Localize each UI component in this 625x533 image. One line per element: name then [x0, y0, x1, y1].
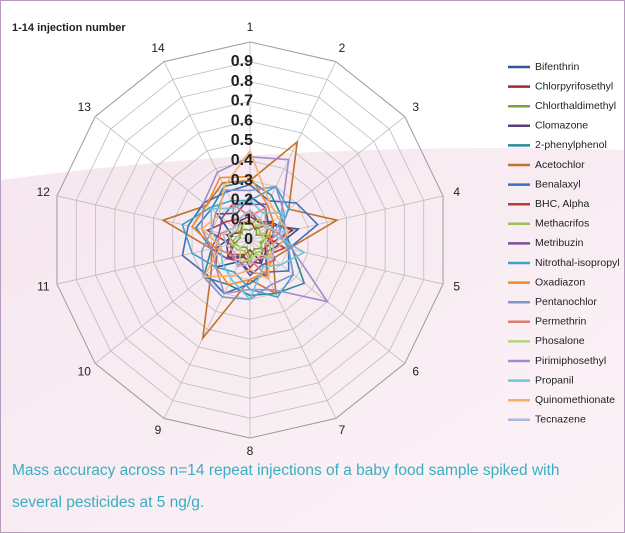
series-line [227, 219, 273, 263]
spoke [163, 61, 251, 241]
legend-label: Methacrifos [535, 218, 589, 230]
legend-label: Oxadiazon [535, 276, 585, 288]
legend-label: Chlorthaldimethyl [535, 100, 616, 112]
legend-label: Clomazone [535, 120, 588, 132]
r-tick-label: 0.9 [231, 53, 253, 70]
series-line [210, 203, 276, 277]
spoke [163, 239, 251, 419]
category-label: 5 [453, 279, 460, 293]
series-line [229, 217, 272, 264]
category-label: 12 [37, 185, 51, 199]
r-tick-label: 0.2 [231, 192, 253, 209]
caption-box: Mass accuracy across n=14 repeat injecti… [12, 462, 560, 511]
r-tick-label: 0.3 [231, 172, 253, 189]
r-tick-label: 0.4 [231, 152, 253, 169]
legend-label: Nitrothal-isopropyl [535, 257, 620, 269]
category-label: 13 [78, 100, 92, 114]
legend-label: Permethrin [535, 316, 587, 328]
spoke [249, 195, 444, 241]
legend-label: Acetochlor [535, 159, 585, 171]
spoke [94, 239, 251, 364]
category-label: 6 [412, 364, 419, 378]
spoke [249, 239, 337, 419]
category-label: 8 [247, 444, 254, 458]
series-line [191, 175, 275, 286]
r-tick-label: 0.5 [231, 132, 253, 149]
category-label: 14 [151, 41, 165, 55]
series-line [200, 149, 290, 281]
category-label: 10 [78, 364, 92, 378]
category-label: 2 [339, 41, 346, 55]
series-line [215, 195, 301, 277]
spoke [56, 195, 251, 241]
category-label: 7 [339, 423, 346, 437]
legend-label: Chlorpyrifosethyl [535, 80, 613, 92]
legend-label: Quinomethionate [535, 394, 615, 406]
legend-label: Pentanochlor [535, 296, 597, 308]
r-tick-label: 0.6 [231, 112, 253, 129]
series-line [233, 224, 272, 260]
chart-title: 1-14 injection number [12, 22, 126, 34]
r-tick-label: 0 [244, 231, 253, 248]
legend-label: Propanil [535, 374, 574, 386]
spoke [249, 239, 444, 285]
r-tick-label: 0.1 [231, 211, 253, 228]
legend-label: BHC, Alpha [535, 198, 589, 210]
legend-label: Bifenthrin [535, 61, 580, 73]
caption: Mass accuracy across n=14 repeat injecti… [12, 462, 560, 511]
series-line [194, 179, 306, 297]
r-tick-label: 0.7 [231, 93, 253, 110]
spoke [249, 61, 337, 241]
category-label: 4 [453, 185, 460, 199]
legend-label: Phosalone [535, 335, 585, 347]
legend-label: Tecnazene [535, 414, 586, 426]
category-label: 3 [412, 100, 419, 114]
r-tick-label: 0.8 [231, 73, 253, 90]
legend-label: 2-phenylphenol [535, 139, 607, 151]
spoke [94, 116, 251, 241]
category-label: 11 [37, 279, 50, 293]
legend-label: Pirimiphosethyl [535, 355, 606, 367]
category-label: 1 [247, 20, 254, 34]
legend-label: Benalaxyl [535, 178, 581, 190]
legend-label: Metribuzin [535, 237, 584, 249]
background-shape [1, 148, 624, 532]
category-label: 9 [155, 423, 162, 437]
series-line [181, 183, 319, 295]
spoke [249, 116, 406, 241]
series-line [222, 209, 287, 268]
